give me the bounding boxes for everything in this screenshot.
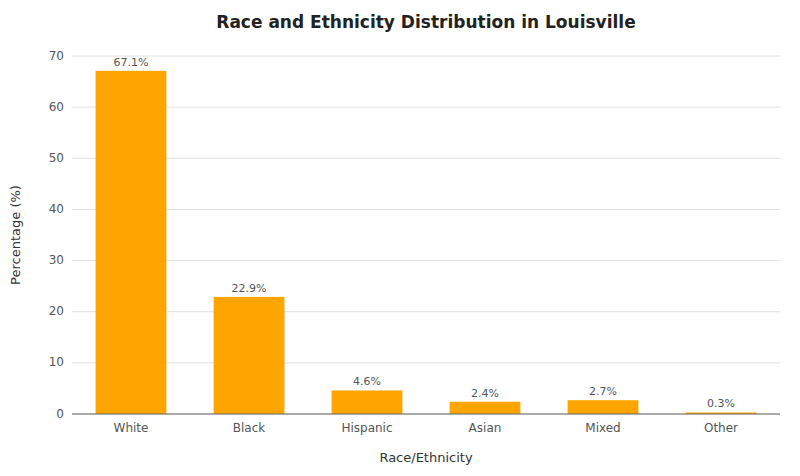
x-axis-line <box>72 414 780 415</box>
x-axis: White Black Hispanic Asian Mixed Other <box>114 421 739 435</box>
grid-line <box>72 209 780 210</box>
title: Race and Ethnicity Distribution in Louis… <box>216 12 635 32</box>
x-tick-label: Mixed <box>585 421 620 435</box>
data-label: 4.6% <box>353 375 381 388</box>
x-tick-label: Other <box>704 421 738 435</box>
x-tick-label: Hispanic <box>341 421 392 435</box>
grid-line <box>72 362 780 363</box>
bar <box>568 400 639 414</box>
y-tick-label: 20 <box>49 304 64 318</box>
y-tick-label: 40 <box>49 202 64 216</box>
bar <box>214 297 285 414</box>
chart-container: 0 10 20 30 40 50 60 70 67.1% 22.9% 4.6% 2.4% 2.7% 0.3… <box>0 0 800 476</box>
grid-line <box>72 158 780 159</box>
grid <box>72 56 780 414</box>
bar <box>450 402 521 414</box>
data-labels: 67.1% 22.9% 4.6% 2.4% 2.7% 0.3% <box>114 56 735 411</box>
data-label: 67.1% <box>114 56 149 69</box>
y-tick-label: 60 <box>49 100 64 114</box>
chart: 0 10 20 30 40 50 60 70 67.1% 22.9% 4.6% 2.4% 2.7% 0.3… <box>0 0 800 476</box>
bar <box>96 71 167 414</box>
x-tick-label: Asian <box>469 421 502 435</box>
bars <box>96 71 757 414</box>
grid-line <box>72 107 780 108</box>
grid-line <box>72 260 780 261</box>
grid-line <box>72 311 780 312</box>
grid-line <box>72 414 780 415</box>
x-tick-label: Black <box>233 421 266 435</box>
y-tick-label: 30 <box>49 253 64 267</box>
y-tick-label: 50 <box>49 151 64 165</box>
y-axis-title: Percentage (%) <box>8 185 23 285</box>
data-label: 2.4% <box>471 387 499 400</box>
data-label: 0.3% <box>707 397 735 410</box>
data-label: 22.9% <box>232 282 267 295</box>
data-label: 2.7% <box>589 385 617 398</box>
bar <box>332 390 403 414</box>
x-axis-title: Race/Ethnicity <box>379 450 472 465</box>
y-axis: 0 10 20 30 40 50 60 70 <box>49 49 64 421</box>
x-tick-label: White <box>114 421 149 435</box>
y-tick-label: 70 <box>49 49 64 63</box>
y-tick-label: 0 <box>56 407 64 421</box>
y-tick-label: 10 <box>49 355 64 369</box>
grid-line <box>72 56 780 57</box>
